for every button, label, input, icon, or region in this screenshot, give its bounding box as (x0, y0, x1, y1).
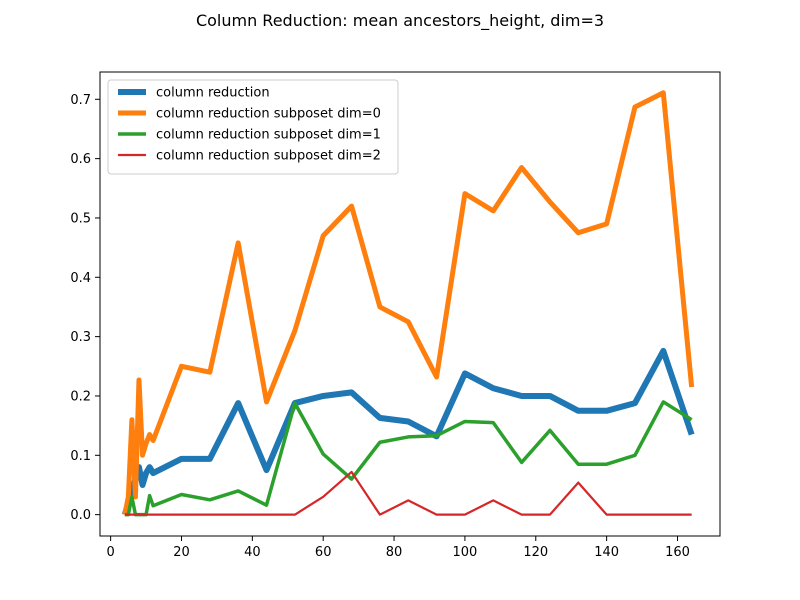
x-tick-label: 80 (386, 545, 403, 560)
legend-label-0: column reduction (156, 86, 270, 101)
x-tick-label: 140 (594, 545, 619, 560)
x-tick-label: 20 (173, 545, 190, 560)
legend-box (107, 79, 399, 175)
legend-label-1: column reduction subposet dim=0 (156, 107, 381, 122)
y-tick-label: 0.7 (70, 93, 91, 108)
series-3 (124, 470, 692, 516)
series-1 (122, 90, 695, 516)
y-tick-label: 0.3 (70, 330, 91, 345)
series-line-0 (121, 347, 695, 516)
x-tick-label: 40 (244, 545, 261, 560)
chart-title: Column Reduction: mean ancestors_height,… (196, 11, 604, 31)
legend-label-2: column reduction subposet dim=1 (156, 128, 381, 143)
legend: column reduction column reduction subpose… (107, 79, 399, 175)
axes-frame (99, 71, 721, 537)
x-tick-label: 100 (453, 545, 478, 560)
x-tick-label: 160 (665, 545, 690, 560)
y-tick-label: 0.5 (70, 211, 91, 226)
series-layer (121, 90, 695, 517)
series-line-1 (122, 90, 695, 516)
y-tick-label: 0.1 (70, 449, 91, 464)
x-tick-label: 60 (315, 545, 332, 560)
axes-layer: 0 20 40 60 80 100 120 140 160 0.0 0.1 0.2 0.3 0.4 0.5 0… (70, 71, 721, 560)
x-tick-label: 0 (106, 545, 114, 560)
y-tick-label: 0.4 (70, 271, 91, 286)
y-tick-label: 0.2 (70, 389, 91, 404)
y-tick-label: 0.6 (70, 152, 91, 167)
series-0 (121, 347, 695, 516)
legend-label-3: column reduction subposet dim=2 (156, 149, 381, 164)
series-line-3 (124, 470, 692, 516)
x-tick-label: 120 (523, 545, 548, 560)
y-tick-label: 0.0 (70, 508, 91, 523)
